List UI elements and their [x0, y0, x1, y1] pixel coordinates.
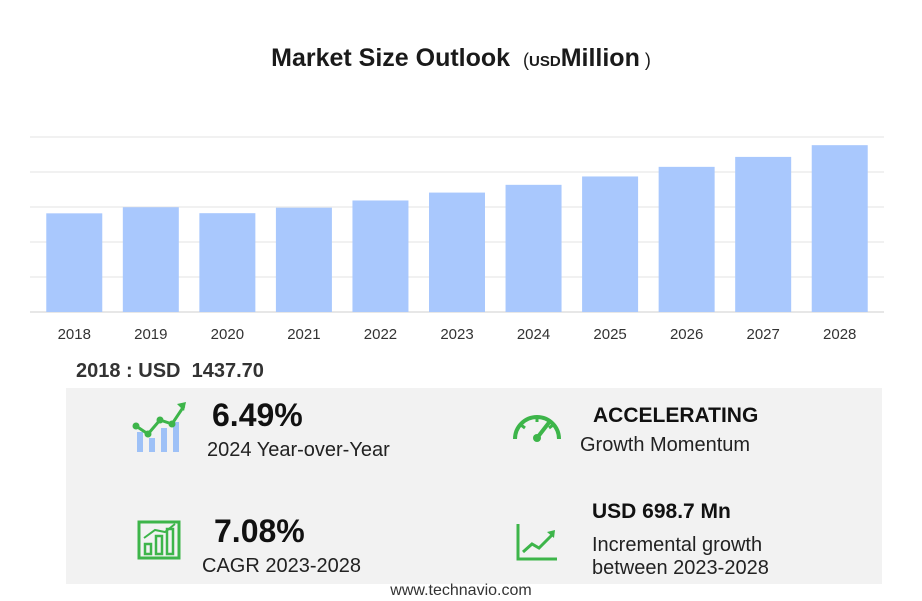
bar-2027 [735, 156, 792, 312]
metrics-panel [66, 388, 882, 584]
bar-2022 [352, 200, 409, 312]
x-tick-label-2020: 2020 [211, 326, 244, 343]
yoy-value: 6.49% [212, 397, 303, 433]
growth-chart-icon [132, 402, 186, 452]
bar-chart-icon [137, 520, 181, 560]
x-tick-label-2021: 2021 [287, 326, 320, 343]
x-tick-label-2022: 2022 [364, 326, 397, 343]
incremental-value: USD 698.7 Mn [592, 500, 731, 523]
speedometer-icon [513, 415, 561, 442]
x-tick-label-2028: 2028 [823, 326, 856, 343]
bar-2021 [275, 207, 332, 312]
unit-scale: Million [560, 44, 640, 72]
incremental-label-line2: between 2023-2028 [592, 557, 769, 579]
base-year-text: 2018 : USD [76, 360, 181, 382]
yoy-metric: 6.49% [212, 397, 303, 434]
unit-close-paren: ) [644, 50, 651, 70]
bar-2018 [46, 213, 103, 312]
chart-title: Market Size Outlook (USDMillion ) [0, 44, 922, 73]
momentum-metric: ACCELERATING [593, 404, 758, 428]
bar-2023 [429, 192, 485, 312]
bar-2019 [122, 207, 179, 312]
yoy-label: 2024 Year-over-Year [207, 439, 390, 461]
bar-2020 [199, 213, 256, 312]
incremental-metric: USD 698.7 Mn [592, 500, 731, 524]
x-tick-label-2025: 2025 [593, 326, 626, 343]
chart-title-unit: (USDMillion ) [523, 44, 651, 72]
cagr-metric: 7.08% [214, 513, 305, 550]
x-tick-label-2018: 2018 [58, 326, 91, 343]
incremental-label-line1: Incremental growth [592, 534, 763, 556]
bar-2028 [811, 145, 868, 312]
x-tick-label-2027: 2027 [746, 326, 779, 343]
x-tick-label-2019: 2019 [134, 326, 167, 343]
momentum-label: Growth Momentum [580, 434, 751, 456]
yoy-label-wrap: 2024 Year-over-Year [207, 439, 390, 462]
bar-2026 [658, 166, 715, 312]
bar-chart: 2018 2019 2020 2021 2022 2023 2024 2025 2026 2027… [30, 136, 884, 343]
bar-2024 [505, 184, 562, 312]
incremental-label-wrap: Incremental growth between 2023-2028 [592, 534, 769, 580]
cagr-value: 7.08% [214, 513, 305, 549]
cagr-label: CAGR 2023-2028 [202, 555, 361, 577]
x-tick-label-2023: 2023 [440, 326, 473, 343]
bar-2025 [582, 176, 639, 312]
cagr-label-wrap: CAGR 2023-2028 [202, 555, 361, 578]
unit-open-paren: ( [523, 50, 530, 70]
unit-currency: USD [529, 53, 561, 70]
chart-title-text: Market Size Outlook [271, 44, 511, 72]
trend-line-icon [516, 524, 557, 561]
base-year-value: 1437.70 [191, 360, 264, 382]
momentum-value: ACCELERATING [593, 404, 759, 427]
x-tick-label-2024: 2024 [517, 326, 550, 343]
momentum-label-wrap: Growth Momentum [580, 434, 750, 457]
footer-source: www.technavio.com [390, 582, 532, 599]
base-year-label: 2018 : USD 1437.70 [76, 360, 264, 383]
x-tick-label-2026: 2026 [670, 326, 703, 343]
